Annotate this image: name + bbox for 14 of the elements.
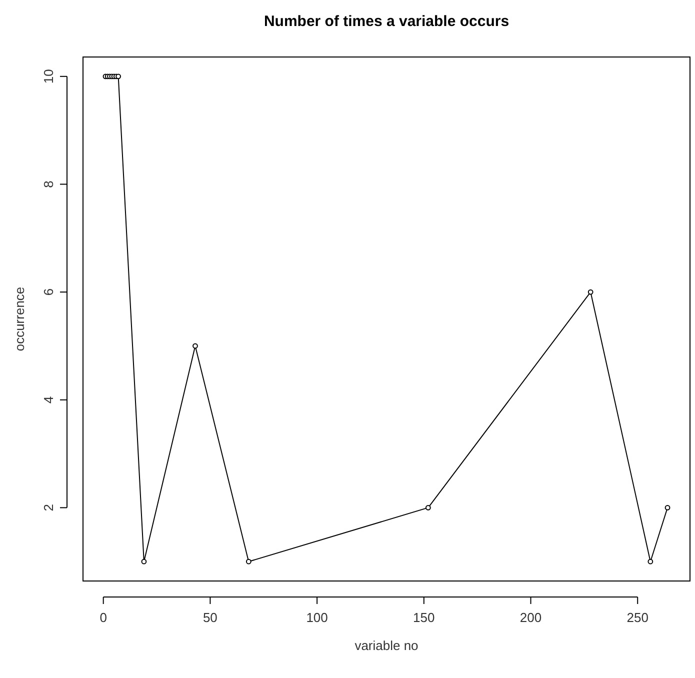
x-tick-label: 0: [100, 610, 107, 625]
x-tick-label: 50: [202, 610, 218, 625]
y-tick-label: 4: [41, 396, 56, 404]
x-tick-label: 250: [626, 610, 648, 625]
y-axis-title: occurrence: [12, 286, 27, 352]
x-axis-title: variable no: [354, 638, 418, 653]
chart-title: Number of times a variable occurs: [264, 13, 510, 30]
y-tick-label: 6: [41, 288, 56, 296]
x-tick-label: 200: [520, 610, 542, 625]
y-tick-label: 8: [41, 180, 56, 188]
x-tick-label: 100: [306, 610, 328, 625]
y-tick-label: 10: [41, 69, 56, 84]
x-tick-label: 150: [413, 610, 435, 625]
y-tick-label: 2: [41, 504, 56, 512]
